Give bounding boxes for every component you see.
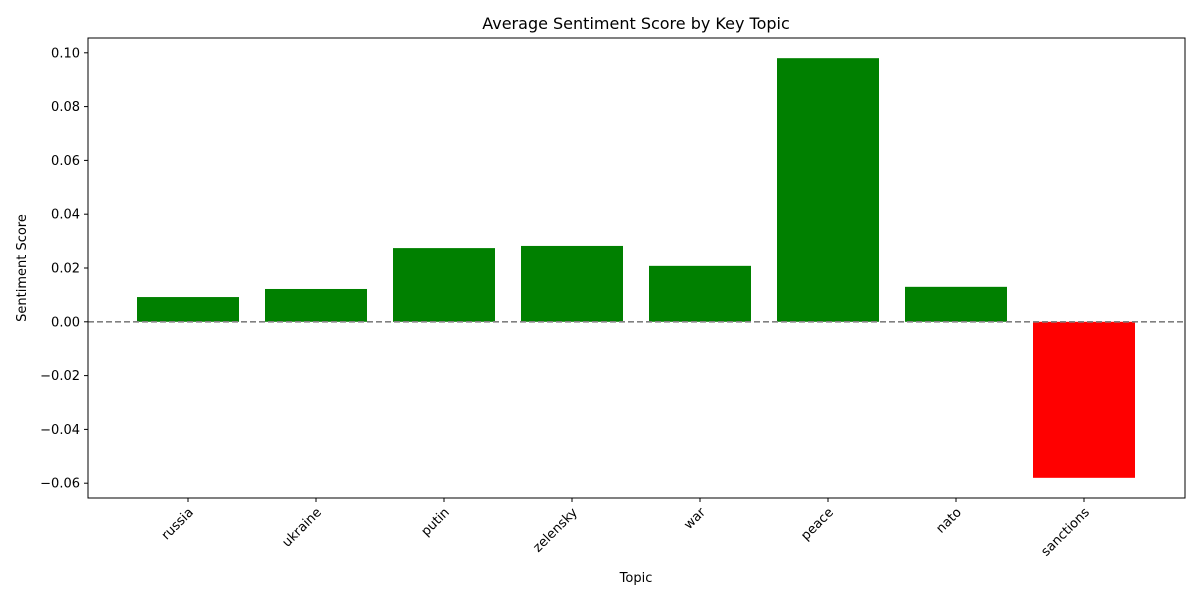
- bar-nato: [905, 286, 1007, 322]
- x-tick-label-peace: peace: [798, 505, 836, 543]
- x-tick-label-russia: russia: [159, 505, 197, 543]
- bar-war: [649, 265, 751, 322]
- y-tick-label: −0.04: [40, 423, 80, 438]
- y-tick-label: 0.02: [51, 262, 80, 277]
- chart-title: Average Sentiment Score by Key Topic: [482, 14, 790, 33]
- bar-zelensky: [521, 245, 623, 322]
- x-tick-label-nato: nato: [934, 505, 965, 536]
- x-tick-label-sanctions: sanctions: [1039, 505, 1093, 559]
- y-tick-label: 0.06: [51, 154, 80, 169]
- plot-area: −0.06 −0.04 −0.02 0.00 0.02 0.04 0.06 0.08 0.10 r…: [40, 37, 1186, 560]
- y-tick-label: 0.04: [51, 208, 80, 223]
- y-tick-label: −0.02: [40, 369, 80, 384]
- bar-putin: [393, 248, 495, 322]
- y-tick-label: 0.08: [51, 100, 80, 115]
- bar-russia: [137, 297, 239, 322]
- x-tick-label-ukraine: ukraine: [280, 505, 325, 550]
- plot-frame: [87, 37, 1186, 499]
- bar-ukraine: [265, 288, 367, 322]
- y-tick-label: 0.10: [51, 46, 80, 61]
- bar-sanctions: [1033, 321, 1135, 478]
- x-tick-label-war: war: [681, 505, 709, 533]
- y-axis-label: Sentiment Score: [15, 214, 30, 322]
- y-tick-label: −0.06: [40, 477, 80, 492]
- x-tick-label-zelensky: zelensky: [530, 505, 581, 556]
- y-tick-label: 0.00: [51, 315, 80, 330]
- x-axis-label: Topic: [619, 571, 653, 586]
- x-tick-label-putin: putin: [419, 505, 453, 539]
- bar-peace: [777, 58, 879, 322]
